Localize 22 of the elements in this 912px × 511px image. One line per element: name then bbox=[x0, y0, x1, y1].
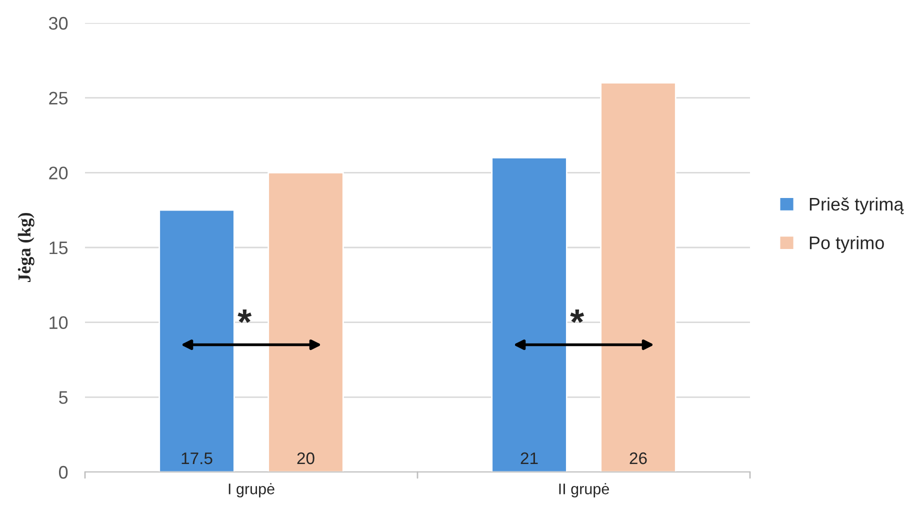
data-label: 21 bbox=[520, 452, 538, 464]
bar bbox=[491, 157, 568, 472]
y-tick-label: 20 bbox=[49, 166, 68, 180]
data-label: 20 bbox=[297, 452, 314, 464]
legend-label: Prieš tyrimą bbox=[810, 197, 904, 214]
data-label: 26 bbox=[630, 452, 647, 464]
bar bbox=[158, 209, 235, 472]
y-tick-label: 5 bbox=[59, 391, 68, 404]
legend-label: Po tyrimo bbox=[810, 236, 884, 253]
y-tick-label: 15 bbox=[50, 242, 68, 254]
y-tick-label: 0 bbox=[59, 466, 68, 479]
x-tick-label: I grupė bbox=[228, 483, 274, 498]
annotation: * bbox=[570, 309, 584, 323]
y-tick-label: 10 bbox=[50, 316, 68, 330]
y-tick-label: 30 bbox=[48, 16, 68, 30]
annotation: * bbox=[238, 309, 252, 323]
bar bbox=[268, 172, 344, 472]
y-axis-title: Jėga (kg) bbox=[18, 212, 34, 282]
bar bbox=[600, 82, 676, 472]
data-label: 17.5 bbox=[182, 452, 212, 464]
x-tick-label: II grupė bbox=[559, 483, 609, 498]
y-tick-label: 25 bbox=[49, 92, 68, 105]
